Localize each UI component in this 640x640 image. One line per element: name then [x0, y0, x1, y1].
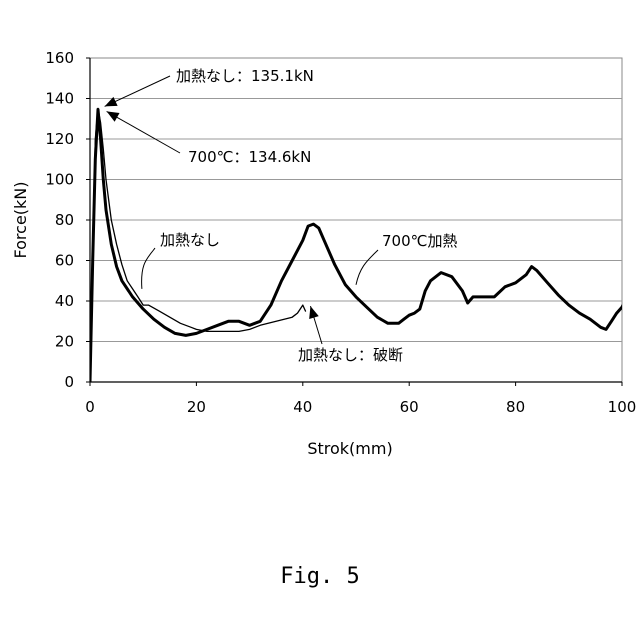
figure-caption: Fig. 5 [0, 564, 640, 589]
y-tick-label: 160 [45, 49, 74, 67]
x-tick-label: 80 [506, 398, 525, 416]
x-tick-label: 60 [400, 398, 419, 416]
y-tick-label: 0 [64, 373, 74, 391]
x-tick-label: 20 [187, 398, 206, 416]
x-tick-label: 100 [608, 398, 637, 416]
x-tick-label: 40 [293, 398, 312, 416]
annotation-label: 700℃加熱 [382, 232, 457, 250]
annotation-label: 加熱なし [160, 231, 220, 249]
y-tick-label: 140 [45, 90, 74, 108]
force-stroke-chart: 0 20 40 60 80 100 120 140 160 0 20 40 60 80 100 加熱なし：1… [0, 0, 640, 540]
y-tick-label: 80 [55, 211, 74, 229]
x-axis-label: Strok(mm) [307, 439, 392, 458]
annotation-label: 700℃：134.6kN [188, 148, 311, 166]
y-tick-label: 120 [45, 130, 74, 148]
y-tick-label: 20 [55, 333, 74, 351]
gridlines [90, 58, 622, 382]
y-tick-label: 100 [45, 171, 74, 189]
annotation-label: 加熱なし：135.1kN [176, 67, 314, 85]
x-tick-label: 0 [85, 398, 95, 416]
y-tick-label: 40 [55, 292, 74, 310]
y-tick-label: 60 [55, 252, 74, 270]
y-axis-label: Force(kN) [11, 181, 30, 258]
annotation-label: 加熱なし：破断 [298, 346, 403, 364]
